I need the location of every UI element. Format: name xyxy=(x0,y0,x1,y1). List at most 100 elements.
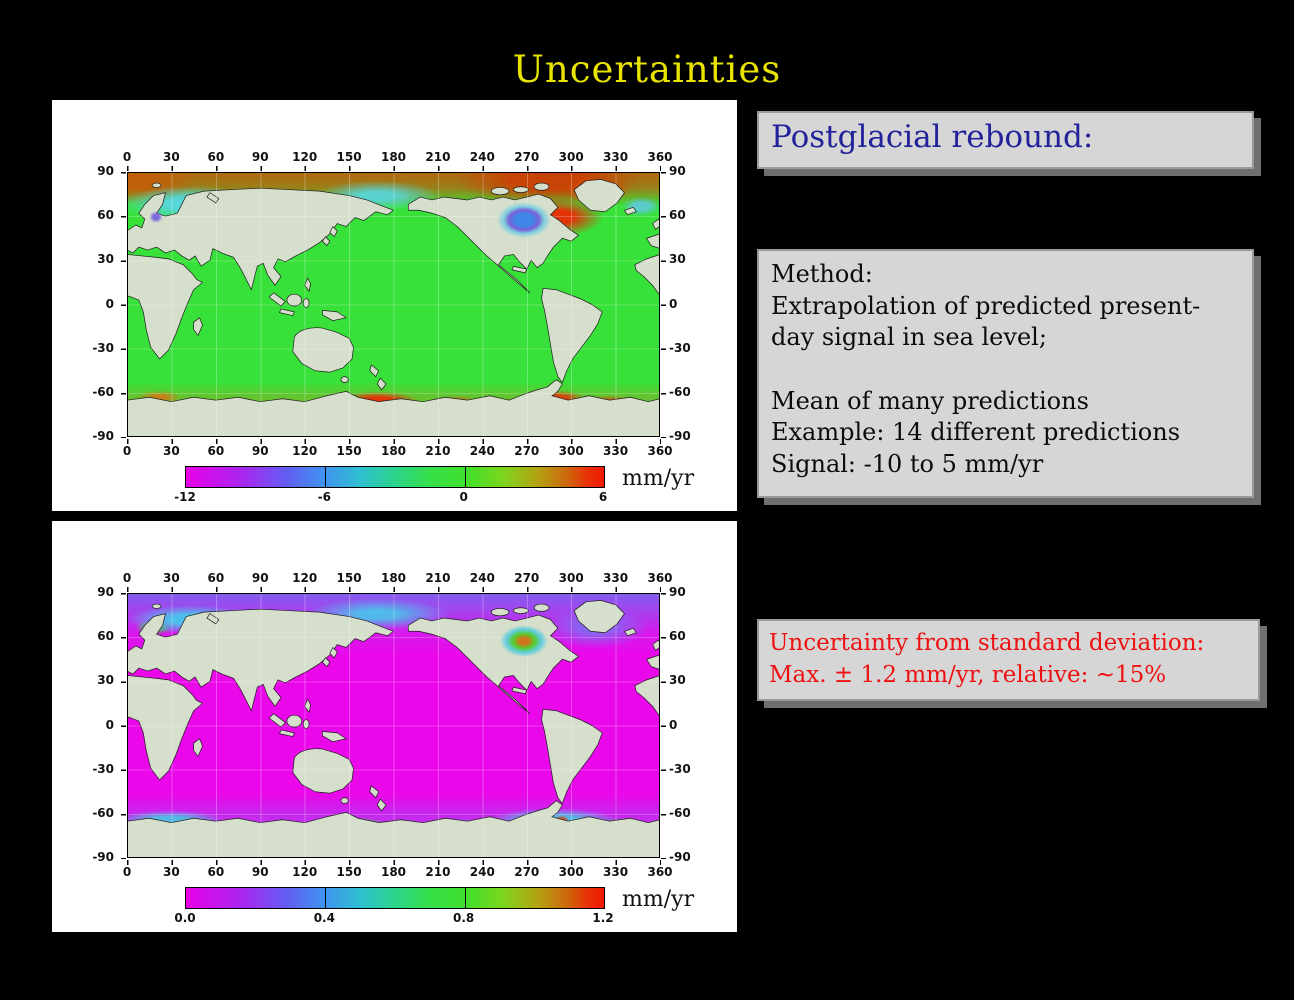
lat-tick-label: 90 xyxy=(97,585,114,599)
lat-tick-label: 60 xyxy=(97,208,114,223)
colorbar-unit: mm/yr xyxy=(622,466,695,491)
lat-tick-label: 90 xyxy=(669,585,686,599)
lon-tick-label: 90 xyxy=(251,150,269,164)
colorbar-divider xyxy=(325,888,327,908)
method-line: Mean of many predictions xyxy=(771,386,1089,415)
uncertainty-line: Max. ± 1.2 mm/yr, relative: ~15% xyxy=(769,662,1167,689)
baltic-negative-anomaly xyxy=(149,211,164,224)
lat-tick-label: 30 xyxy=(97,252,114,267)
lon-tick-label: 330 xyxy=(603,865,629,879)
lat-tick-label: -90 xyxy=(92,850,114,864)
lon-tick-label: 330 xyxy=(603,444,629,458)
lat-tick-label: 0 xyxy=(105,717,114,732)
left-axis-ticks xyxy=(121,172,126,438)
hudson-bay-negative-anomaly xyxy=(497,201,552,238)
lat-tick-label: -30 xyxy=(92,340,114,355)
method-line: day signal in sea level; xyxy=(771,323,1047,352)
lon-tick-label: 90 xyxy=(251,865,269,879)
lat-tick-label: 0 xyxy=(669,296,678,311)
method-text-box: Method: Extrapolation of predicted prese… xyxy=(757,249,1254,498)
lon-tick-label: 0 xyxy=(122,865,132,879)
lon-tick-label: 60 xyxy=(207,444,225,458)
lon-tick-label: 210 xyxy=(425,444,451,458)
lon-tick-label: 90 xyxy=(251,571,269,585)
lon-tick-label: 60 xyxy=(207,571,225,585)
method-line: Signal: -10 to 5 mm/yr xyxy=(771,450,1044,479)
lat-tick-label: -30 xyxy=(669,761,691,776)
lon-tick-label: 240 xyxy=(469,444,495,458)
continents-layer xyxy=(127,599,660,858)
left-axis-ticks xyxy=(121,593,126,859)
method-line xyxy=(771,354,1240,386)
lat-tick-label: -60 xyxy=(669,384,691,399)
lat-tick-label: 60 xyxy=(97,629,114,644)
lon-tick-label: 30 xyxy=(163,150,180,164)
lon-tick-label: 270 xyxy=(514,444,540,458)
lat-tick-label: -60 xyxy=(669,805,691,820)
map-panel-uncertainty: 0 0 30 30 60 60 90 90 120 120 150 150 180 180 210 210 24… xyxy=(52,521,737,932)
lon-tick-label: 60 xyxy=(207,865,225,879)
colorbar-divider xyxy=(325,467,327,487)
lat-tick-label: -60 xyxy=(92,384,114,399)
lat-tick-label: -90 xyxy=(669,850,691,864)
colorbar-tick-label: 0.8 xyxy=(453,911,475,925)
map-panel-mean-signal: 0 0 30 30 60 60 90 90 120 120 150 150 180 180 210 210 24… xyxy=(52,100,737,511)
lon-tick-label: 0 xyxy=(122,444,132,458)
method-line: Method: xyxy=(771,260,873,288)
heading-text: Postglacial rebound: xyxy=(771,119,1094,155)
method-line: Extrapolation of predicted present- xyxy=(771,291,1201,320)
slide-title: Uncertainties xyxy=(512,48,782,91)
lon-tick-label: 150 xyxy=(336,444,362,458)
lat-tick-label: 0 xyxy=(105,296,114,311)
lat-tick-label: 60 xyxy=(669,629,686,644)
lon-tick-label: 210 xyxy=(425,150,451,164)
lat-tick-label: 0 xyxy=(669,717,678,732)
top-axis-ticks xyxy=(127,587,661,592)
right-axis-ticks xyxy=(661,172,666,438)
lon-tick-label: 300 xyxy=(558,865,584,879)
lon-tick-label: 150 xyxy=(336,865,362,879)
lat-tick-label: -30 xyxy=(92,761,114,776)
lat-tick-label: 30 xyxy=(669,673,686,688)
lon-tick-label: 90 xyxy=(251,444,269,458)
lon-tick-label: 30 xyxy=(163,571,180,585)
lon-tick-label: 180 xyxy=(380,571,407,585)
top-axis-ticks xyxy=(127,166,661,171)
lat-tick-label: 90 xyxy=(669,164,686,178)
lat-tick-label: -60 xyxy=(92,805,114,820)
lon-tick-label: 300 xyxy=(558,571,584,585)
lon-tick-label: 360 xyxy=(647,571,673,585)
lon-tick-label: 60 xyxy=(207,150,225,164)
lon-tick-label: 180 xyxy=(380,444,407,458)
lon-tick-label: 30 xyxy=(163,865,180,879)
lon-tick-label: 360 xyxy=(647,150,673,164)
colorbar-divider xyxy=(464,888,466,908)
lon-tick-label: 330 xyxy=(603,571,629,585)
lon-tick-label: 210 xyxy=(425,865,451,879)
lon-tick-label: 120 xyxy=(292,444,318,458)
lon-tick-label: 210 xyxy=(425,571,451,585)
uncertainty-colorbar xyxy=(185,887,605,909)
colorbar-tick-label: -12 xyxy=(174,490,196,504)
lon-tick-label: 120 xyxy=(292,150,318,164)
lon-tick-label: 120 xyxy=(292,865,318,879)
lon-tick-label: 240 xyxy=(469,571,495,585)
colorbar-divider xyxy=(464,467,466,487)
lon-tick-label: 0 xyxy=(122,571,132,585)
lon-tick-label: 360 xyxy=(647,444,673,458)
lat-tick-label: -90 xyxy=(92,429,114,443)
lon-tick-label: 240 xyxy=(469,865,495,879)
continents-layer xyxy=(127,178,660,437)
colorbar-unit: mm/yr xyxy=(622,887,695,912)
lon-tick-label: 180 xyxy=(380,150,407,164)
lon-tick-label: 120 xyxy=(292,571,318,585)
lon-tick-label: 300 xyxy=(558,150,584,164)
lon-tick-label: 300 xyxy=(558,444,584,458)
uncertainty-text-box: Uncertainty from standard deviation: Max… xyxy=(757,619,1260,701)
world-map-mean-signal xyxy=(127,172,660,437)
hudson-bay-uncertainty-spot xyxy=(500,624,549,657)
lat-tick-label: 90 xyxy=(97,164,114,178)
lon-tick-label: 30 xyxy=(163,444,180,458)
world-map-uncertainty xyxy=(127,593,660,858)
